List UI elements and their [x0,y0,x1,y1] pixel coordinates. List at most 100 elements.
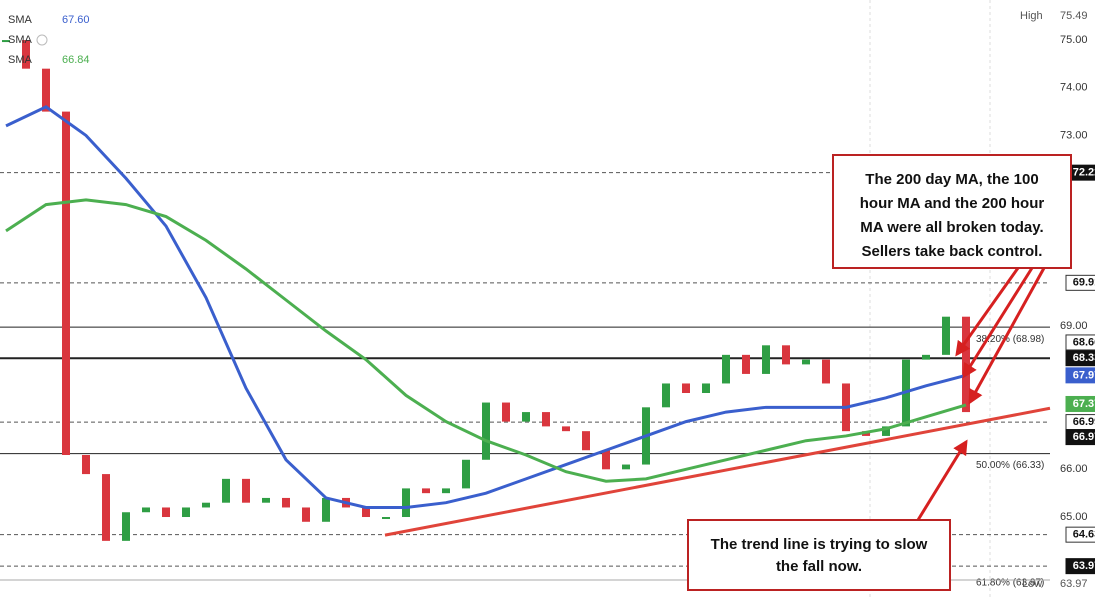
moving-average [5,198,967,483]
annotation-text: The 200 day MA, the 100 [865,171,1038,188]
candle [962,316,970,413]
candle [482,402,490,460]
annotation-box [687,519,951,591]
annotation-text: the fall now. [776,558,862,575]
arrow [955,267,1020,357]
candle [762,345,770,374]
y-tick-label: 65.00 [1060,511,1088,523]
price-axis: 72.22 69.91 68.66 68.33 67.97 67.37 66.99 66.97… [0,10,1095,590]
fib-label: 50.00% (66.33) [976,460,1044,471]
candle [142,507,150,513]
candle [42,68,50,112]
legend-value: 66.84 [62,54,90,66]
price-tag-label: 67.37 [1073,398,1095,410]
price-tag-label: 68.33 [1073,352,1095,364]
high-value: 75.49 [1060,10,1088,22]
y-tick-label: 69.00 [1060,320,1088,332]
y-tick-label: 75.00 [1060,34,1088,46]
candle [562,426,570,432]
annotation-text: The trend line is trying to slow [711,536,928,553]
legend-icon [36,34,48,46]
annotation-box [832,154,1072,269]
y-tick-label: 74.00 [1060,82,1088,94]
candle [682,383,690,394]
fib-label: 38.20% (68.98) [976,334,1044,345]
candle [522,412,530,422]
price-tag-label: 63.97 [1073,560,1095,572]
price-tag [1065,526,1095,543]
annotation-text: Sellers take back control. [862,243,1043,260]
candle [182,507,190,518]
candle [602,450,610,470]
candle [802,359,810,365]
legend: SMA 67.60 SMA SMA 66.84 [8,14,90,66]
candle [402,488,410,518]
fib-label: 61.80% (63.87) [976,578,1044,589]
candle [82,455,90,475]
candle [282,497,290,508]
annotations: The 200 day MA, the 100 hour MA and the 2… [687,154,1072,591]
arrows [916,267,1046,521]
price-tag-label: 68.66 [1073,336,1095,348]
price-tag [1065,350,1095,367]
candle [542,412,550,427]
price-tag-label: 64.63 [1073,529,1095,541]
candle [302,507,310,522]
price-tag [1065,367,1095,384]
arrow [962,267,1034,379]
candle [262,497,270,503]
low-label: Low [1022,578,1042,590]
annotation-text: hour MA and the 200 hour [860,195,1045,212]
candle [622,464,630,470]
candle [202,502,210,508]
candle [122,512,130,541]
price-tag-label: 66.97 [1073,431,1095,443]
candle [242,478,250,503]
candle [102,474,110,541]
legend-value: 67.60 [62,14,90,26]
arrow [968,267,1046,405]
candle [422,488,430,494]
y-tick-label: 66.00 [1060,463,1088,475]
candle [462,459,470,489]
candle [702,383,710,394]
candle [582,431,590,451]
legend-name: SMA [8,14,33,26]
legend-name: SMA [8,34,33,46]
arrow [916,439,968,521]
price-tag [1065,274,1095,291]
price-tag [1065,558,1095,575]
legend-name: SMA [8,54,33,66]
candle [502,402,510,422]
price-tag-label: 69.91 [1073,277,1095,289]
candle [382,517,390,520]
candle [222,478,230,503]
moving-average [5,105,967,509]
candle [22,40,30,69]
candle [822,359,830,384]
low-value: 63.97 [1060,578,1088,590]
price-tag-label: 67.97 [1073,369,1095,381]
price-tag [1065,395,1095,412]
price-tag-label: 72.22 [1073,167,1095,179]
candle [322,497,330,522]
candle [782,345,790,365]
candle [662,383,670,408]
price-tag [1065,334,1095,351]
candle [362,507,370,518]
candle [722,354,730,384]
candle [942,316,950,355]
y-tick-label: 73.00 [1060,129,1088,141]
candle [442,488,450,494]
high-label: High [1020,10,1043,22]
candle [2,40,10,43]
price-tag [1065,429,1095,446]
trend-line [384,406,1051,537]
candle [162,507,170,518]
annotation-text: MA were all broken today. [860,219,1043,236]
price-tag-label: 66.99 [1073,416,1095,428]
candle [882,426,890,436]
candle [62,111,70,456]
